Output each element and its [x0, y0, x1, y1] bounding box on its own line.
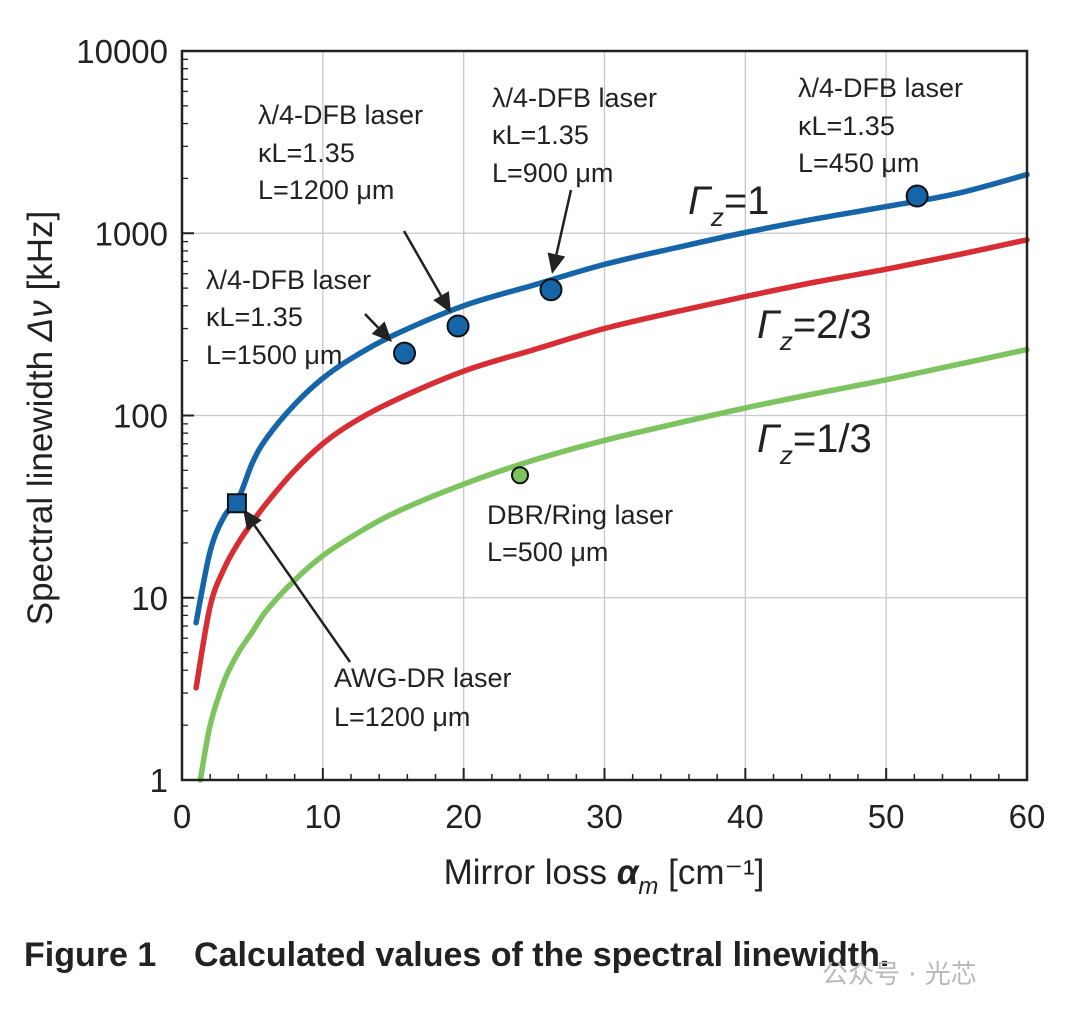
- arrow-awg-dr-head: [243, 509, 262, 531]
- arrow-dfb-1500-head: [371, 321, 392, 342]
- marker-circle-5: [511, 466, 529, 485]
- markers: [226, 184, 929, 514]
- svg-text:L=500 μm: L=500 μm: [487, 537, 608, 567]
- arrow-dfb-1200-head: [433, 291, 451, 313]
- y-tick-label: 100: [113, 398, 168, 435]
- x-tick-label: 30: [586, 798, 623, 835]
- arrow-dfb-1200-shaft: [402, 230, 443, 297]
- watermark: 公众号 · 光芯: [822, 960, 977, 990]
- x-tick-label: 20: [445, 798, 482, 835]
- x-tick-label: 50: [868, 798, 905, 835]
- svg-text:L=1200 μm: L=1200 μm: [334, 702, 470, 732]
- svg-text:κL=1.35: κL=1.35: [206, 302, 303, 332]
- series-line-2: [197, 346, 1030, 783]
- x-axis-label: Mirror loss αm [cm⁻¹]: [444, 853, 765, 900]
- svg-text:κL=1.35: κL=1.35: [798, 111, 895, 141]
- caption-text: Calculated values of the spectral linewi…: [194, 936, 890, 974]
- annotation-dfb-450: λ/4-DFB laser κL=1.35 L=450 μm: [798, 73, 963, 178]
- marker-circle-0: [393, 341, 417, 365]
- svg-text:L=1200 μm: L=1200 μm: [258, 175, 394, 205]
- svg-text:κL=1.35: κL=1.35: [492, 120, 589, 150]
- y-tick-label: 1: [150, 762, 168, 799]
- svg-text:λ/4-DFB laser: λ/4-DFB laser: [798, 73, 963, 103]
- annotation-dbr-ring: DBR/Ring laser L=500 μm: [487, 500, 673, 567]
- arrow-dfb-900-head: [547, 252, 566, 274]
- arrow-dfb-1500-shaft: [364, 313, 380, 329]
- y-tick-label: 10000: [76, 33, 168, 70]
- series-label-gz13: Γz=1/3: [757, 417, 872, 470]
- series-label-gz1: Γz=1: [688, 179, 769, 232]
- figure-caption: Figure 1 Calculated values of the spectr…: [24, 936, 889, 975]
- y-axis-label: Spectral linewidth Δν [kHz]: [21, 211, 60, 626]
- svg-text:λ/4-DFB laser: λ/4-DFB laser: [492, 83, 657, 113]
- svg-text:DBR/Ring laser: DBR/Ring laser: [487, 500, 673, 530]
- x-tick-label: 0: [173, 798, 191, 835]
- arrow-awg-dr-shaft: [253, 524, 352, 663]
- y-tick-label: 10: [131, 580, 168, 617]
- linewidth-chart: 0 10 20 30 40 50 60 1 10 100 1000 10000 Γz=1 Γz=2/3…: [21, 33, 1045, 900]
- ticks: [181, 50, 1028, 781]
- x-tick-label: 10: [304, 798, 341, 835]
- svg-text:AWG-DR laser: AWG-DR laser: [334, 663, 512, 693]
- svg-text:κL=1.35: κL=1.35: [258, 138, 355, 168]
- annotation-dfb-1500: λ/4-DFB laser κL=1.35 L=1500 μm: [206, 265, 371, 370]
- labels: 0 10 20 30 40 50 60 1 10 100 1000 10000: [76, 33, 1045, 835]
- annotation-dfb-900: λ/4-DFB laser κL=1.35 L=900 μm: [492, 83, 657, 188]
- x-tick-label: 40: [727, 798, 764, 835]
- caption-label: Figure 1: [24, 936, 157, 974]
- annotation-awg-dr: AWG-DR laser L=1200 μm: [334, 663, 512, 732]
- annotation-dfb-1200: λ/4-DFB laser κL=1.35 L=1200 μm: [258, 100, 423, 205]
- svg-text:λ/4-DFB laser: λ/4-DFB laser: [258, 100, 423, 130]
- grid: [182, 51, 1027, 780]
- svg-text:L=900 μm: L=900 μm: [492, 158, 613, 188]
- marker-circle-2: [539, 278, 563, 302]
- annotation-arrows: [243, 189, 573, 663]
- series-line-1: [193, 237, 1030, 691]
- marker-square-4: [226, 493, 247, 514]
- svg-text:L=1500 μm: L=1500 μm: [206, 340, 342, 370]
- series-label-gz23: Γz=2/3: [757, 303, 872, 356]
- marker-circle-1: [446, 314, 470, 338]
- y-tick-label: 1000: [95, 215, 168, 252]
- marker-circle-3: [905, 184, 929, 208]
- svg-text:λ/4-DFB laser: λ/4-DFB laser: [206, 265, 371, 295]
- svg-text:L=450 μm: L=450 μm: [798, 148, 919, 178]
- x-tick-label: 60: [1009, 798, 1046, 835]
- arrow-dfb-900-shaft: [555, 189, 573, 255]
